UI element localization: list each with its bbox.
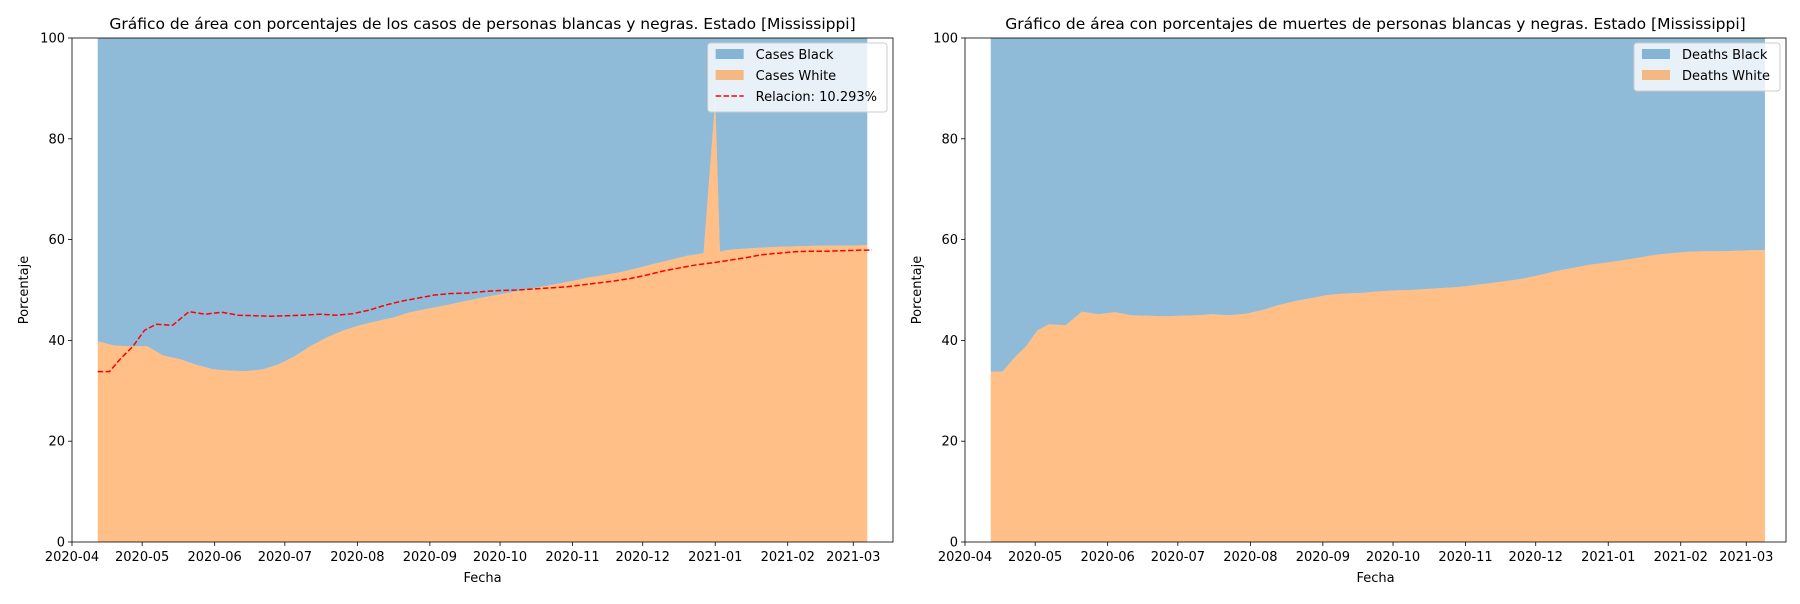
plot-area bbox=[990, 38, 1765, 542]
x-tick-label: 2020-10 bbox=[1366, 550, 1420, 565]
x-tick-label: 2020-12 bbox=[616, 550, 670, 565]
legend-box bbox=[707, 42, 888, 113]
legend-swatch bbox=[715, 49, 744, 59]
y-tick-label: 40 bbox=[941, 334, 958, 349]
area-deaths-black bbox=[990, 38, 1765, 372]
x-tick-label: 2021-01 bbox=[1581, 550, 1635, 565]
x-tick-label: 2020-06 bbox=[1081, 550, 1135, 565]
x-tick-label: 2021-02 bbox=[761, 550, 815, 565]
y-tick-label: 40 bbox=[48, 334, 65, 349]
relacion-line bbox=[97, 249, 872, 373]
legend-box bbox=[1633, 42, 1781, 92]
x-tick-label: 2020-05 bbox=[1008, 550, 1062, 565]
chart-title: Gráfico de área con porcentajes de los c… bbox=[109, 15, 855, 33]
legend: Deaths Black Deaths White bbox=[1633, 42, 1781, 92]
x-tick-label: 2021-03 bbox=[1719, 550, 1773, 565]
x-tick-label: 2020-05 bbox=[115, 550, 169, 565]
y-tick-label: 80 bbox=[48, 132, 65, 147]
legend-label: Relacion: 10.293% bbox=[756, 90, 877, 105]
x-tick-label: 2020-04 bbox=[938, 550, 992, 565]
x-tick-label: 2020-12 bbox=[1509, 550, 1563, 565]
x-tick-label: 2020-09 bbox=[1296, 550, 1350, 565]
legend-label: Cases Black bbox=[756, 48, 834, 63]
area-cases-white bbox=[97, 99, 868, 542]
x-tick-label: 2020-08 bbox=[1223, 550, 1277, 565]
x-tick-label: 2021-03 bbox=[826, 550, 880, 565]
y-tick-label: 0 bbox=[57, 536, 65, 551]
legend-swatch bbox=[1641, 49, 1670, 59]
x-tick-label: 2020-10 bbox=[473, 550, 527, 565]
y-axis-label: Porcentaje bbox=[910, 256, 925, 324]
x-tick-label: 2020-08 bbox=[330, 550, 384, 565]
y-tick-label: 100 bbox=[933, 32, 958, 47]
legend-label: Deaths Black bbox=[1682, 48, 1768, 63]
y-tick-label: 20 bbox=[48, 435, 65, 450]
legend-swatch bbox=[1641, 70, 1670, 80]
chart-title: Gráfico de área con porcentajes de muert… bbox=[1005, 15, 1745, 33]
x-tick-label: 2021-02 bbox=[1654, 550, 1708, 565]
x-tick-label: 2020-11 bbox=[1438, 550, 1492, 565]
chart-panel-2: 0 20 40 60 80 100 2020-04 2020-05 2020-06 2020-07… bbox=[910, 15, 1787, 586]
x-axis-label: Fecha bbox=[1356, 571, 1394, 586]
y-tick-label: 100 bbox=[40, 32, 65, 47]
plot-area bbox=[97, 38, 872, 542]
y-axis-label: Porcentaje bbox=[17, 256, 32, 324]
x-tick-label: 2020-11 bbox=[545, 550, 599, 565]
area-deaths-white bbox=[990, 250, 1765, 542]
legend-swatch bbox=[715, 70, 744, 80]
x-tick-label: 2020-09 bbox=[403, 550, 457, 565]
x-tick-label: 2020-06 bbox=[188, 550, 242, 565]
chart-panel-1: 0 20 40 60 80 100 2020-04 2020-05 2020-06 2020-07… bbox=[17, 15, 894, 586]
x-tick-label: 2020-07 bbox=[1151, 550, 1205, 565]
y-tick-label: 80 bbox=[941, 132, 958, 147]
legend-label: Deaths White bbox=[1682, 69, 1770, 84]
legend-label: Cases White bbox=[756, 69, 837, 84]
y-tick-label: 60 bbox=[941, 233, 958, 248]
area-cases-black bbox=[97, 38, 868, 372]
y-tick-label: 60 bbox=[48, 233, 65, 248]
y-tick-label: 0 bbox=[950, 536, 958, 551]
x-tick-label: 2021-01 bbox=[688, 550, 742, 565]
axes-frame bbox=[964, 37, 1787, 543]
x-axis-label: Fecha bbox=[463, 571, 501, 586]
x-tick-label: 2020-07 bbox=[258, 550, 312, 565]
axes-frame bbox=[71, 37, 894, 543]
legend: Cases Black Cases White Relacion: 10.293% bbox=[707, 42, 888, 113]
x-tick-label: 2020-04 bbox=[45, 550, 99, 565]
y-tick-label: 20 bbox=[941, 435, 958, 450]
